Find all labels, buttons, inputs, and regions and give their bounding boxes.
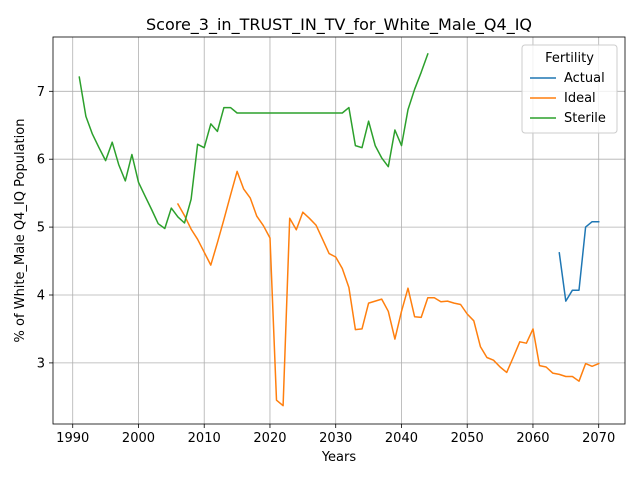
chart-title: Score_3_in_TRUST_IN_TV_for_White_Male_Q4… — [146, 15, 532, 35]
series-line-sterile — [78, 53, 429, 230]
x-tick-label: 2010 — [188, 431, 221, 446]
y-axis-label: % of White_Male Q4_IQ Population — [13, 119, 28, 343]
x-tick-label: 2030 — [319, 431, 352, 446]
x-axis-label: Years — [321, 450, 357, 465]
legend-items: Actual Ideal Sterile — [530, 71, 606, 126]
x-tick-label: 2070 — [582, 431, 615, 446]
x-tick-label: 2060 — [516, 431, 549, 446]
series-line-ideal — [176, 170, 600, 407]
series-lines — [78, 53, 600, 407]
legend-label-ideal: Ideal — [564, 91, 596, 106]
legend-label-sterile: Sterile — [564, 111, 606, 126]
y-tick-label: 6 — [37, 153, 45, 168]
x-tick-label: 2050 — [451, 431, 484, 446]
x-tick-label: 1990 — [56, 431, 89, 446]
x-tick-label: 2000 — [122, 431, 155, 446]
x-tick-label: 2020 — [253, 431, 286, 446]
y-tick-label: 5 — [37, 221, 45, 236]
plot-frame — [52, 36, 626, 425]
y-tick-label: 3 — [37, 356, 45, 371]
legend-box — [521, 44, 618, 134]
x-tick-label: 2040 — [385, 431, 418, 446]
legend: Fertility Actual Ideal Sterile — [521, 44, 618, 134]
series-line-actual — [558, 220, 600, 302]
y-tick-label: 4 — [37, 289, 45, 304]
y-tick-label: 7 — [37, 85, 45, 100]
legend-label-actual: Actual — [564, 71, 605, 86]
axis-ticks: 1990 2000 2010 2020 2030 2040 2050 2060 2070 3 4 5 6… — [37, 85, 616, 446]
legend-title: Fertility — [545, 51, 594, 66]
